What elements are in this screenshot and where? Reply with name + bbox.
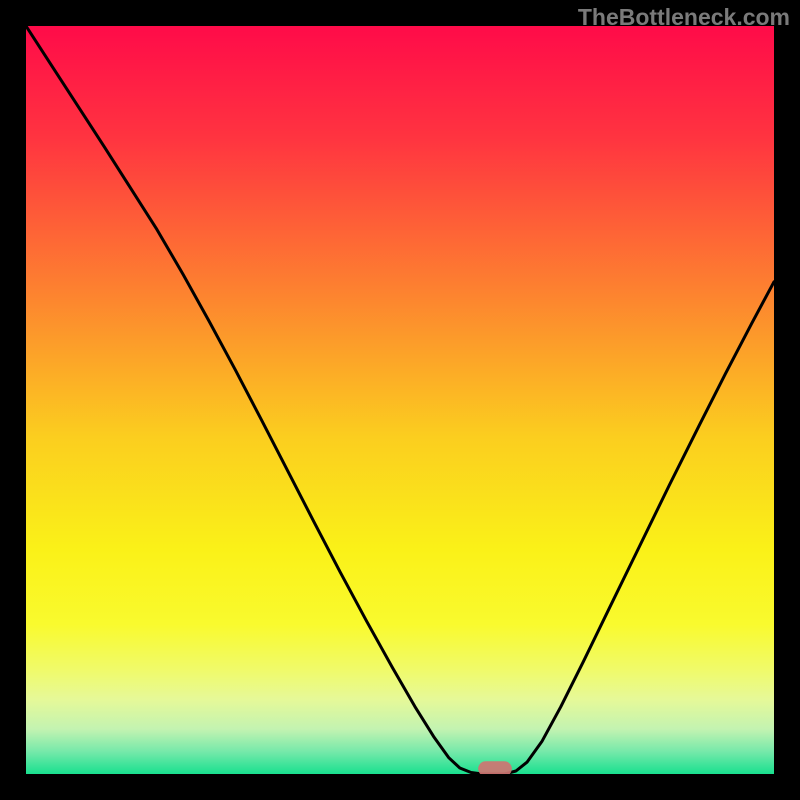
chart-container: TheBottleneck.com (0, 0, 800, 800)
bottleneck-chart (0, 0, 800, 800)
gradient-background (26, 26, 774, 774)
optimum-marker (478, 761, 512, 776)
watermark-text: TheBottleneck.com (578, 4, 790, 31)
